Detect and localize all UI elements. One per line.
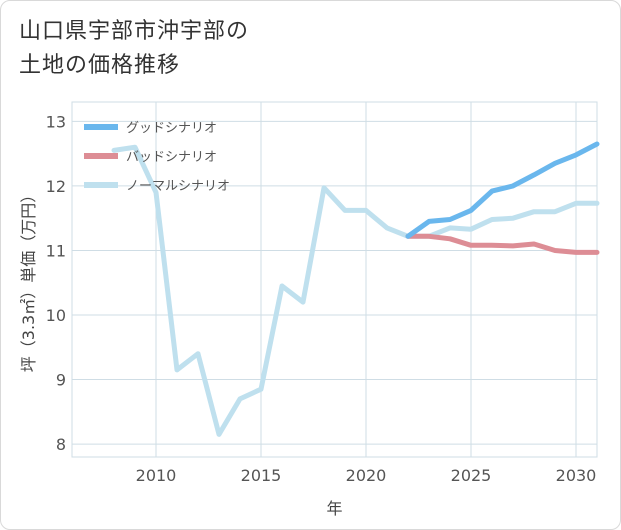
legend-label-0: グッドシナリオ — [126, 121, 217, 136]
tick-labels: 8 9 10 11 12 13 2010 2015 2020 2025 2030 — [46, 112, 597, 485]
y-tick-label: 13 — [46, 112, 66, 131]
legend-label-2: ノーマルシナリオ — [126, 179, 230, 194]
title-line-1: 山口県宇部市沖宇部の — [19, 19, 250, 44]
legend-label-1: バッドシナリオ — [126, 150, 217, 165]
x-tick-label: 2015 — [241, 466, 282, 485]
x-tick-label: 2020 — [346, 466, 387, 485]
series-line-1 — [405, 233, 600, 255]
plot-area — [71, 101, 598, 458]
y-tick-label: 9 — [56, 371, 66, 390]
y-axis-label: 坪（3.3㎡）単価（万円） — [19, 187, 38, 372]
series-line-2 — [111, 144, 600, 437]
series-lines — [111, 141, 600, 437]
x-tick-label: 2010 — [136, 466, 177, 485]
y-tick-label: 10 — [46, 306, 66, 325]
y-tick-label: 8 — [56, 435, 66, 454]
chart-title: 山口県宇部市沖宇部の 土地の価格推移 — [19, 15, 249, 83]
x-axis-label: 年 — [326, 499, 342, 518]
series-line-0 — [405, 141, 600, 239]
x-tick-label: 2025 — [451, 466, 492, 485]
x-tick-label: 2030 — [556, 466, 597, 485]
y-tick-label: 12 — [46, 177, 66, 196]
y-tick-label: 11 — [46, 241, 66, 260]
title-line-2: 土地の価格推移 — [19, 53, 181, 78]
